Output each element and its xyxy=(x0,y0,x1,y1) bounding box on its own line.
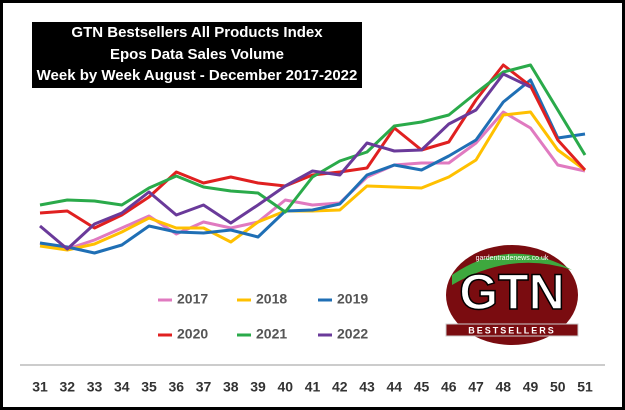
x-tick-label: 38 xyxy=(223,379,239,395)
logo-bar xyxy=(445,323,579,337)
x-tick-label: 34 xyxy=(114,379,130,395)
x-tick-label: 40 xyxy=(277,379,293,395)
legend-label: 2022 xyxy=(337,326,368,342)
series-line xyxy=(39,78,586,255)
title-box xyxy=(32,22,362,88)
logo: gardentradenews.co.uk GTN BESTSELLERS xyxy=(445,245,579,345)
x-tick-label: 45 xyxy=(414,379,430,395)
x-tick-label: 41 xyxy=(305,379,321,395)
series-line xyxy=(39,110,586,251)
x-tick-label: 51 xyxy=(577,379,593,395)
legend-label: 2020 xyxy=(177,326,208,342)
x-tick-label: 42 xyxy=(332,379,348,395)
series-line xyxy=(39,72,532,251)
chart-subtitle: Week by Week August - December 2017-2022 xyxy=(37,67,358,84)
x-tick-label: 31 xyxy=(32,379,48,395)
logo-name: GTN xyxy=(459,264,565,320)
x-tick-label: 35 xyxy=(141,379,157,395)
x-tick-label: 39 xyxy=(250,379,266,395)
chart-subtitle: Epos Data Sales Volume xyxy=(110,46,284,63)
legend-label: 2021 xyxy=(256,326,287,342)
x-tick-label: 43 xyxy=(359,379,375,395)
legend-label: 2017 xyxy=(177,291,208,307)
x-tick-label: 46 xyxy=(441,379,457,395)
series-line xyxy=(39,63,587,214)
x-tick-label: 32 xyxy=(59,379,75,395)
x-tick-label: 50 xyxy=(550,379,566,395)
series-line xyxy=(39,63,587,230)
legend-label: 2019 xyxy=(337,291,368,307)
x-tick-label: 44 xyxy=(386,379,402,395)
x-tick-label: 36 xyxy=(168,379,184,395)
x-tick-label: 33 xyxy=(87,379,103,395)
chart-title: GTN Bestsellers All Products Index xyxy=(71,24,323,41)
x-tick-label: 37 xyxy=(196,379,212,395)
x-tick-label: 47 xyxy=(468,379,484,395)
x-tick-label: 49 xyxy=(523,379,539,395)
logo-url: gardentradenews.co.uk xyxy=(476,255,549,262)
logo-tag: BESTSELLERS xyxy=(468,325,556,335)
logo-swoosh xyxy=(452,253,572,285)
legend-label: 2018 xyxy=(256,291,287,307)
x-tick-label: 48 xyxy=(495,379,511,395)
